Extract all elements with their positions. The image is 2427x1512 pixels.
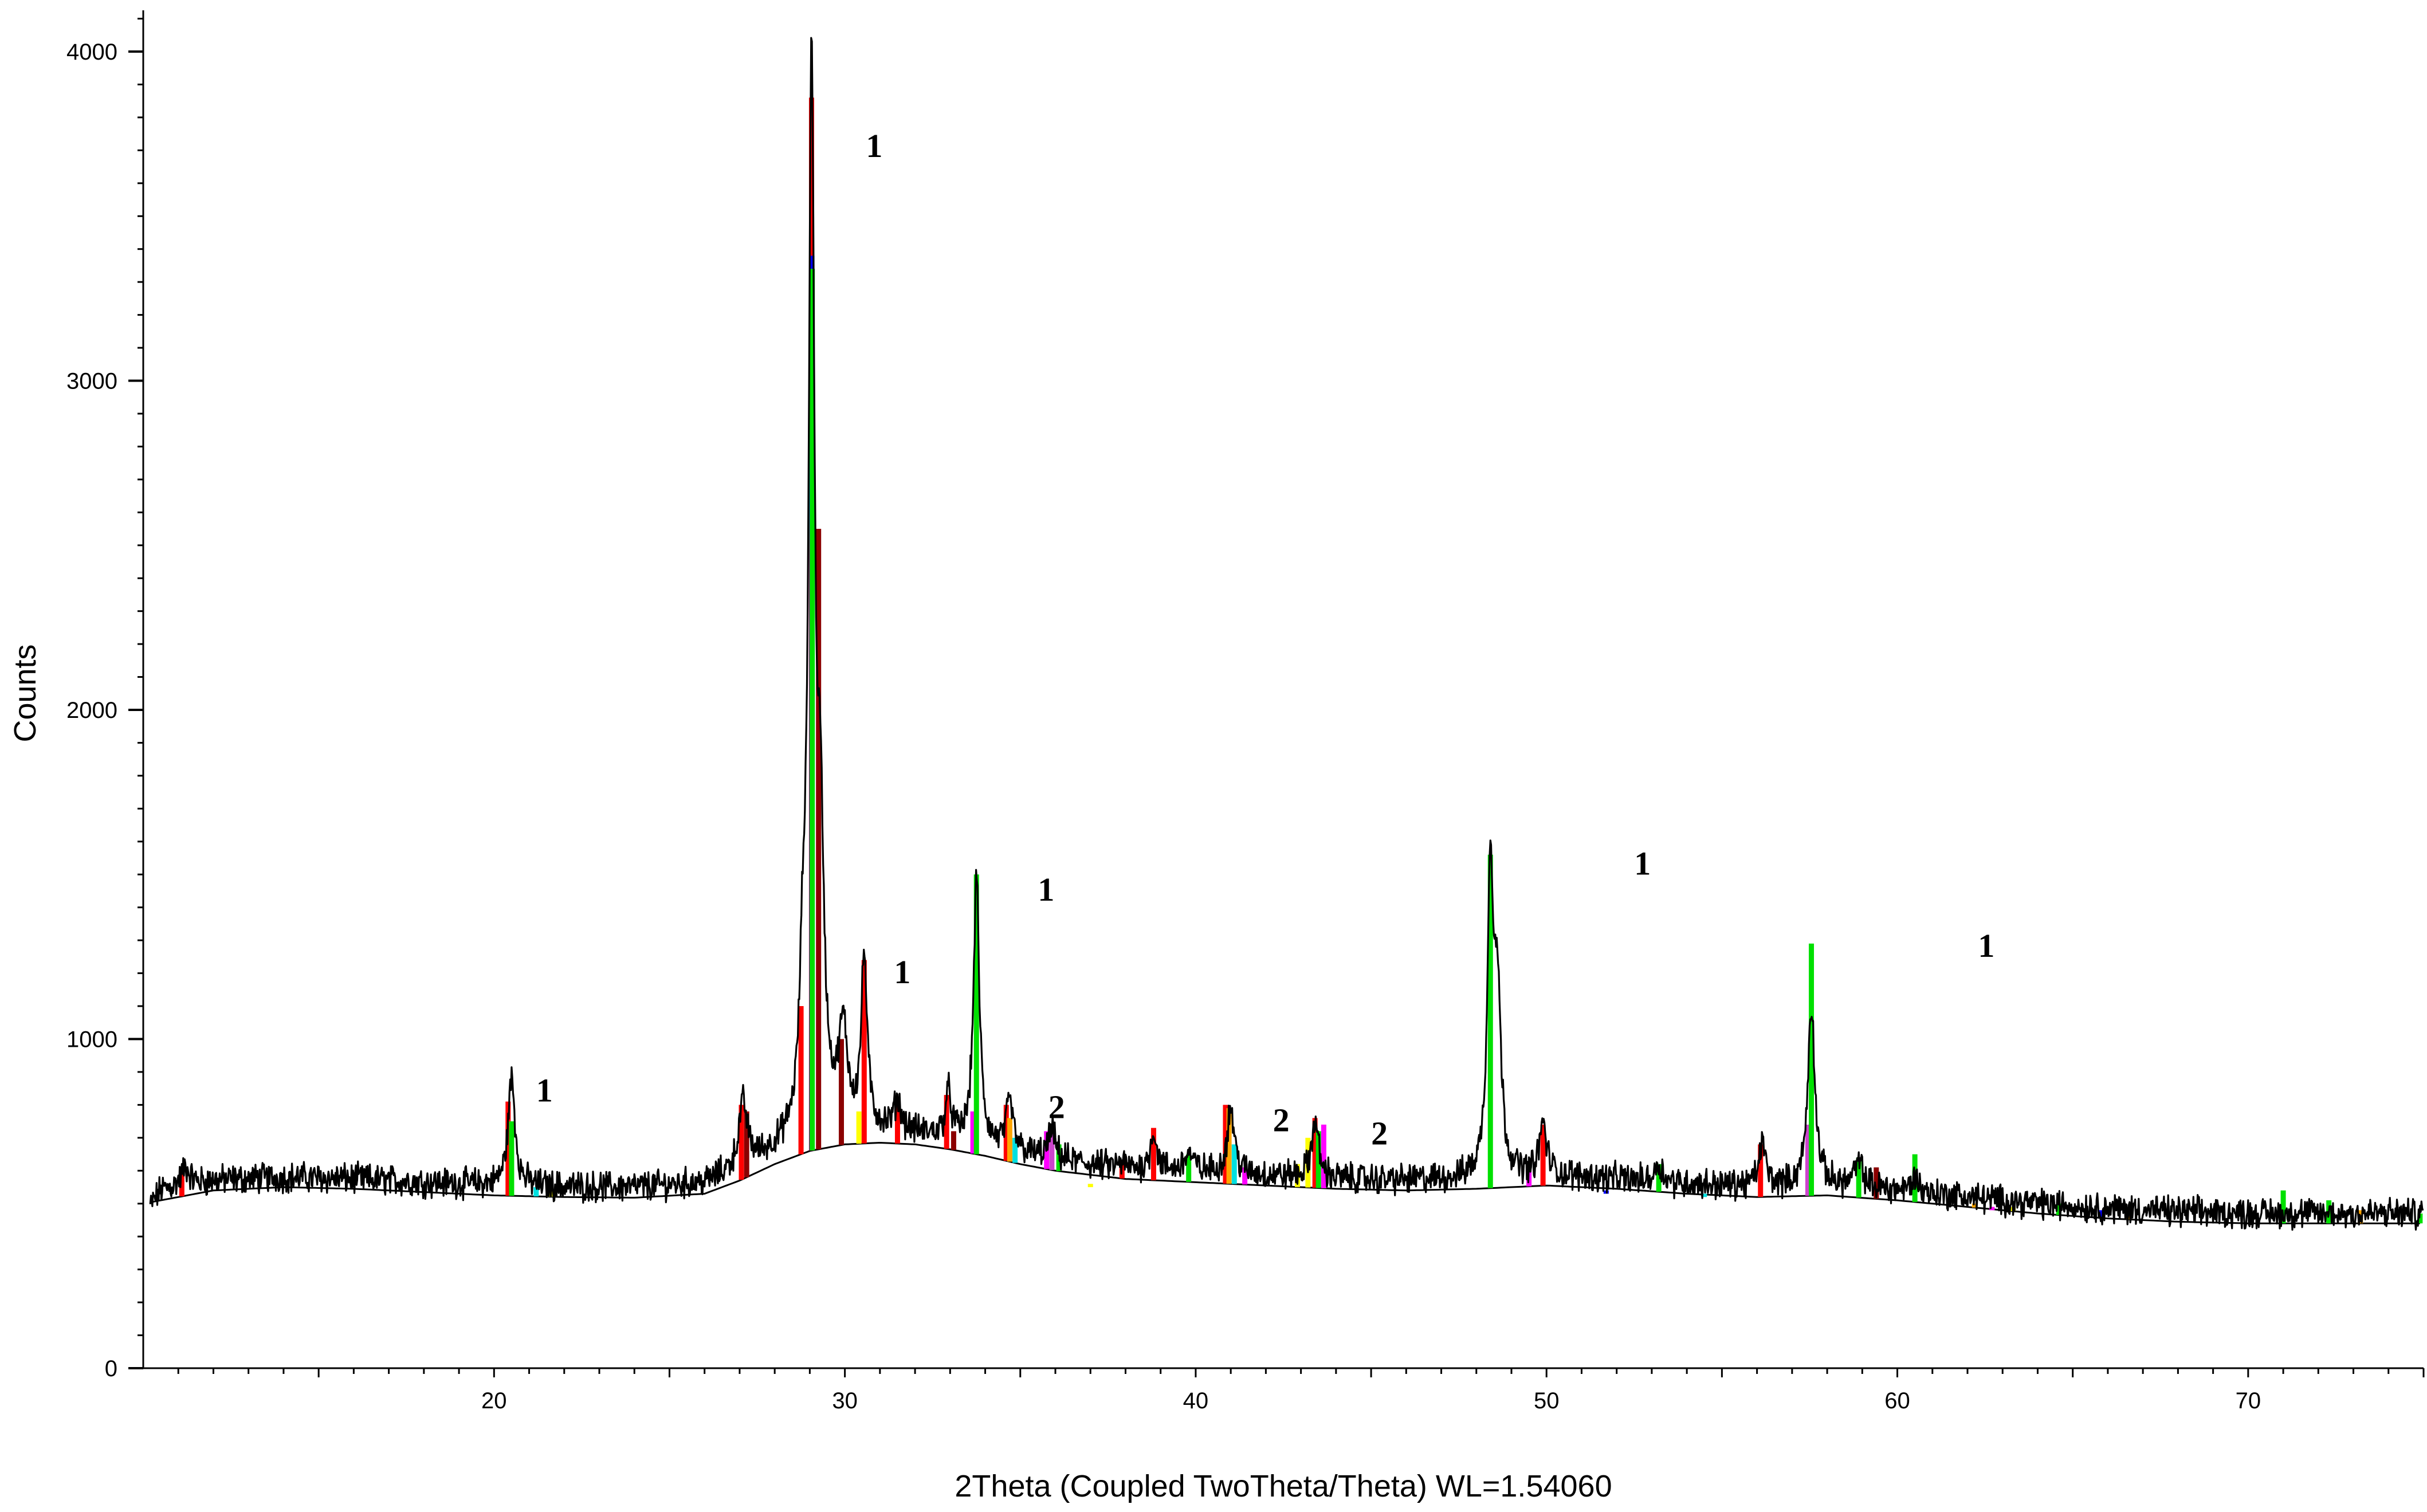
x-ticks: 20 30 40 50 60 70	[177, 1368, 2425, 1413]
peak-label: 1	[536, 1072, 553, 1109]
peak-label: 1	[1634, 845, 1651, 882]
peak-label: 1	[1038, 871, 1054, 908]
y-tick-label: 1000	[66, 1027, 117, 1052]
x-tick-label: 50	[1534, 1388, 1560, 1413]
peak-label: 1	[866, 127, 882, 164]
peak-labels-layer: 1 1 1 1 2 2 2 1 1	[536, 127, 1995, 1152]
x-tick-label: 40	[1183, 1388, 1209, 1413]
y-tick-label: 2000	[66, 698, 117, 723]
y-tick-label: 3000	[66, 369, 117, 394]
x-tick-label: 20	[481, 1388, 507, 1413]
x-axis-title: 2Theta (Coupled TwoTheta/Theta) WL=1.540…	[955, 1469, 1612, 1503]
peak-label: 2	[1048, 1088, 1065, 1125]
y-tick-label: 4000	[66, 40, 117, 65]
y-tick-label: 0	[105, 1356, 117, 1381]
peak-label: 2	[1273, 1101, 1290, 1138]
axes: 0 1000 2000 3000 4000 20 30 40 50 60 70	[66, 10, 2425, 1413]
x-tick-label: 60	[1884, 1388, 1910, 1413]
y-axis-title: Counts	[8, 644, 42, 742]
diffraction-pattern	[149, 37, 2424, 1231]
x-tick-label: 30	[832, 1388, 858, 1413]
peak-label: 1	[894, 953, 910, 991]
plot-area: 1 1 1 1 2 2 2 1 1	[149, 37, 2424, 1231]
x-tick-label: 70	[2236, 1388, 2261, 1413]
y-ticks: 0 1000 2000 3000 4000	[66, 18, 143, 1381]
peak-label: 2	[1371, 1114, 1388, 1152]
peak-label: 1	[1978, 927, 1994, 964]
diffraction-pattern-layer	[149, 37, 2424, 1231]
reference-lines-layer	[179, 97, 2423, 1224]
